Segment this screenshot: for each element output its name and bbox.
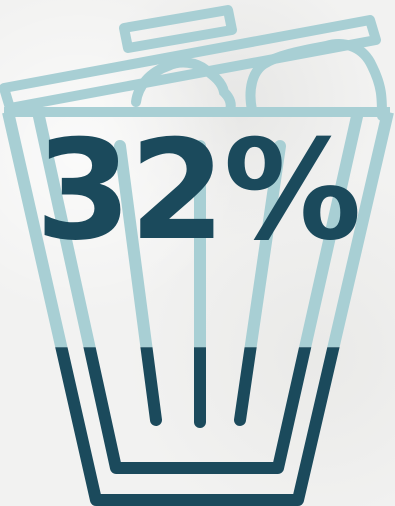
percentage-label: 32% [35, 110, 361, 271]
